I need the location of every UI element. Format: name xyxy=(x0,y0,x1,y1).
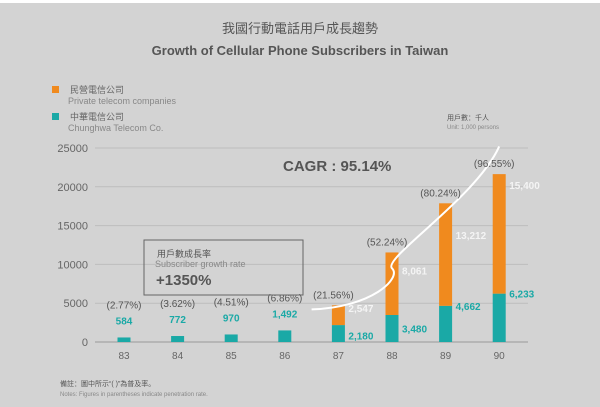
data-label-private: 15,400 xyxy=(509,181,540,192)
x-tick-label: 87 xyxy=(333,351,345,362)
chart-subtitle: Growth of Cellular Phone Subscribers in … xyxy=(152,43,449,58)
bar-private xyxy=(492,174,506,294)
legend-swatch-private xyxy=(52,86,59,93)
x-tick-label: 90 xyxy=(494,351,506,362)
data-label-chunghwa: 3,480 xyxy=(402,324,427,335)
penetration-label: (4.51%) xyxy=(214,297,249,308)
data-label-private: 8,061 xyxy=(402,266,427,277)
growth-box-zh: 用戶數成長率 xyxy=(157,248,211,259)
unit-zh: 用戶數：千人 xyxy=(447,113,489,122)
penetration-label: (96.55%) xyxy=(474,159,515,170)
note-en: Notes: Figures in parentheses indicate p… xyxy=(60,392,208,398)
bar-chunghwa xyxy=(331,325,345,342)
growth-rate-box xyxy=(143,239,304,296)
growth-box-en: Subscriber growth rate xyxy=(155,259,246,269)
y-tick-label: 20000 xyxy=(57,182,88,194)
unit-en: Unit: 1,000 persons xyxy=(447,125,499,131)
data-label-private: 13,212 xyxy=(456,231,487,242)
bar-private xyxy=(331,305,345,326)
bar-private xyxy=(385,252,399,315)
bar-chunghwa xyxy=(385,314,399,342)
bar-private xyxy=(439,203,453,306)
bar-chunghwa xyxy=(492,293,506,342)
chart-title: 我國行動電話用戶成長趨勢 xyxy=(222,21,378,36)
data-label-chunghwa: 2,180 xyxy=(348,332,373,343)
x-tick-label: 86 xyxy=(279,351,291,362)
bar-chunghwa xyxy=(171,336,185,342)
data-label-chunghwa: 584 xyxy=(116,316,133,327)
penetration-label: (2.77%) xyxy=(106,300,141,311)
legend-swatch-chunghwa xyxy=(52,113,59,120)
chart-svg: 我國行動電話用戶成長趨勢 Growth of Cellular Phone Su… xyxy=(52,21,540,398)
x-tick-label: 83 xyxy=(118,351,130,362)
penetration-label: (3.62%) xyxy=(160,299,195,310)
legend-private-zh: 民營電信公司 xyxy=(70,84,124,95)
penetration-label: (80.24%) xyxy=(420,188,461,199)
y-tick-label: 10000 xyxy=(57,259,88,271)
data-label-private: 2,547 xyxy=(348,304,373,315)
legend-private-en: Private telecom companies xyxy=(68,96,177,106)
note-zh: 備註：圖中所示“( )”為普及率。 xyxy=(60,379,155,388)
y-tick-label: 25000 xyxy=(57,143,88,155)
chart-container: 我國行動電話用戶成長趨勢 Growth of Cellular Phone Su… xyxy=(0,3,600,407)
data-label-chunghwa: 4,662 xyxy=(456,302,481,313)
bar-chunghwa xyxy=(117,337,131,342)
penetration-label: (6.86%) xyxy=(267,293,302,304)
x-tick-label: 84 xyxy=(172,351,184,362)
data-label-chunghwa: 772 xyxy=(169,315,186,326)
bar-chunghwa xyxy=(278,330,292,342)
y-tick-label: 0 xyxy=(82,337,88,349)
growth-box-value: +1350% xyxy=(156,272,211,289)
penetration-label: (52.24%) xyxy=(367,237,408,248)
data-label-chunghwa: 6,233 xyxy=(509,290,534,301)
penetration-label: (21.56%) xyxy=(313,290,354,301)
legend-chunghwa-en: Chunghwa Telecom Co. xyxy=(68,123,163,133)
x-tick-label: 85 xyxy=(226,351,238,362)
legend-chunghwa-zh: 中華電信公司 xyxy=(70,111,124,122)
y-tick-label: 15000 xyxy=(57,221,88,233)
growth-curve xyxy=(311,146,501,311)
data-label-chunghwa: 1,492 xyxy=(272,309,297,320)
y-tick-label: 5000 xyxy=(64,298,88,310)
x-tick-label: 88 xyxy=(386,351,398,362)
cagr-label: CAGR : 95.14% xyxy=(283,158,391,175)
bar-chunghwa xyxy=(439,305,453,342)
x-tick-label: 89 xyxy=(440,351,452,362)
data-label-chunghwa: 970 xyxy=(223,313,240,324)
bar-chunghwa xyxy=(224,334,238,342)
